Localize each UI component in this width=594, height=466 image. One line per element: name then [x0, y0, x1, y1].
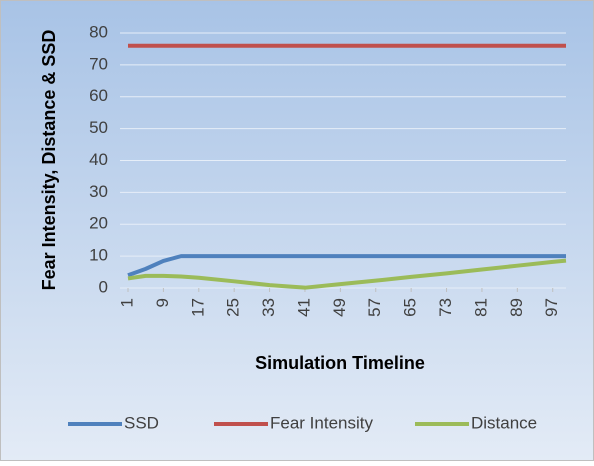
x-tick-label: 1 [117, 298, 136, 307]
series-line [127, 254, 566, 278]
x-tick-label: 57 [365, 298, 384, 317]
x-tick-label: 25 [224, 298, 243, 317]
y-tick-label: 80 [89, 22, 108, 41]
x-tick-label: 65 [401, 298, 420, 317]
y-axis-label: Fear Intensity, Distance & SSD [39, 30, 59, 291]
y-tick-label: 70 [89, 54, 108, 73]
legend-label: Distance [471, 413, 537, 432]
y-tick-label: 60 [89, 86, 108, 105]
y-tick-label: 20 [89, 214, 108, 233]
series-line [127, 258, 567, 290]
x-tick-label: 73 [436, 298, 455, 317]
x-tick-label: 49 [330, 298, 349, 317]
x-tick-label: 9 [153, 298, 172, 307]
legend-label: SSD [124, 413, 159, 432]
x-tick-label: 33 [259, 298, 278, 317]
x-tick-label: 97 [542, 298, 561, 317]
y-tick-label: 10 [89, 246, 108, 265]
x-axis-label: Simulation Timeline [255, 353, 425, 373]
x-tick-label: 81 [471, 298, 490, 317]
x-tick-label: 89 [507, 298, 526, 317]
y-tick-label: 30 [89, 182, 108, 201]
y-tick-label: 40 [89, 150, 108, 169]
legend-label: Fear Intensity [270, 413, 373, 432]
x-tick-label: 17 [188, 298, 207, 317]
x-tick-label: 41 [294, 298, 313, 317]
y-tick-label: 0 [99, 277, 108, 296]
y-tick-label: 50 [89, 118, 108, 137]
